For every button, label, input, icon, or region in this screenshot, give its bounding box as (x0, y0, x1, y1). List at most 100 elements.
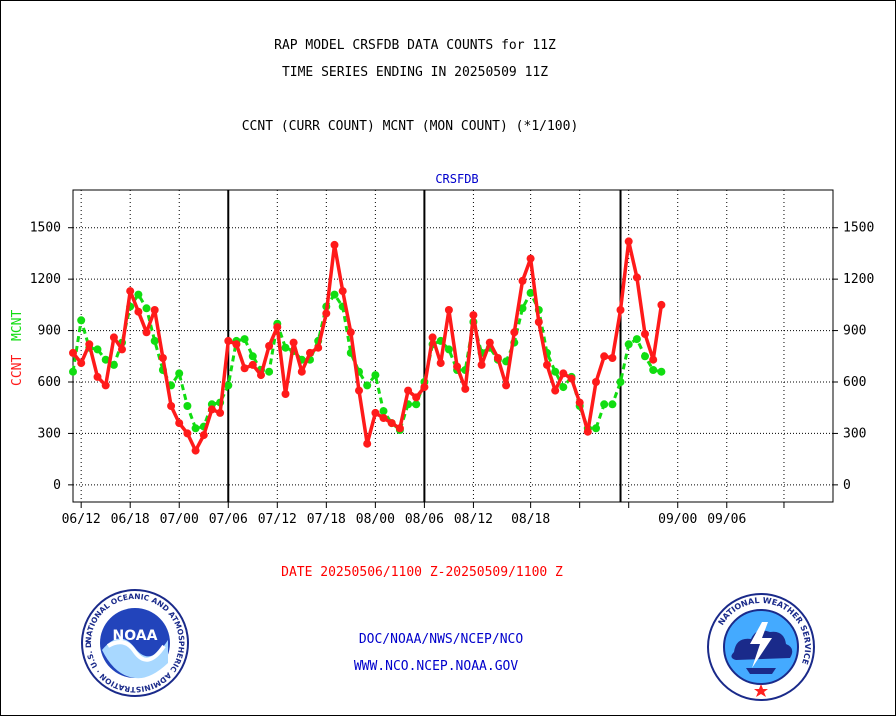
y-tick-label-right: 300 (843, 426, 866, 441)
data-point-ccnt (592, 378, 600, 386)
data-point-ccnt (158, 354, 167, 362)
data-point-ccnt (485, 338, 494, 347)
data-point-ccnt (297, 367, 306, 376)
nws-logo-icon: NATIONAL WEATHER SERVICE (707, 593, 815, 701)
data-point-ccnt (150, 306, 159, 314)
data-point-ccnt (534, 318, 543, 326)
data-point-ccnt (469, 311, 478, 320)
data-point-ccnt (355, 386, 363, 395)
data-point-ccnt (240, 364, 249, 373)
y-axis-label-ccnt: CCNT (10, 355, 25, 386)
data-point-ccnt (502, 381, 511, 390)
y-tick-label-left: 1500 (30, 221, 61, 236)
org-label: DOC/NOAA/NWS/NCEP/NCO (358, 632, 524, 647)
data-point-ccnt (330, 240, 339, 249)
data-point-mcnt (69, 367, 77, 376)
y-tick-label-right: 900 (843, 324, 866, 339)
data-point-mcnt (93, 345, 102, 354)
data-point-ccnt (142, 328, 151, 337)
x-tick-label: 07/06 (209, 512, 248, 527)
data-point-ccnt (624, 237, 633, 246)
data-point-ccnt (657, 300, 666, 309)
data-point-mcnt (412, 400, 421, 409)
data-point-mcnt (224, 381, 233, 390)
data-point-mcnt (101, 355, 110, 364)
data-point-ccnt (248, 360, 257, 369)
data-point-ccnt (583, 427, 592, 436)
data-point-ccnt (379, 414, 388, 422)
data-point-ccnt (395, 424, 404, 433)
data-point-ccnt (493, 354, 502, 362)
data-point-ccnt (641, 330, 649, 338)
y-tick-label-right: 600 (843, 375, 866, 390)
data-point-ccnt (346, 328, 355, 337)
data-point-ccnt (93, 372, 102, 381)
data-point-ccnt (371, 408, 380, 417)
header-line-2: TIME SERIES ENDING IN 20250509 11Z (281, 65, 549, 80)
x-tick-label: 08/00 (356, 512, 395, 527)
data-point-ccnt (510, 328, 519, 337)
data-point-mcnt (641, 352, 649, 361)
data-point-ccnt (109, 333, 118, 342)
data-point-ccnt (306, 348, 314, 357)
data-point-ccnt (281, 390, 290, 398)
data-point-ccnt (444, 306, 453, 314)
x-tick-label: 08/06 (405, 512, 444, 527)
x-tick-label: 08/12 (454, 512, 493, 527)
data-point-mcnt (183, 402, 192, 410)
svg-text:NOAA: NOAA (113, 628, 158, 644)
data-point-ccnt (167, 402, 176, 410)
data-point-ccnt (632, 273, 641, 282)
y-tick-label-right: 0 (843, 478, 851, 493)
data-point-ccnt (175, 419, 184, 428)
data-point-ccnt (191, 446, 200, 455)
data-point-ccnt (273, 323, 282, 332)
data-point-ccnt (265, 342, 274, 350)
data-point-mcnt (150, 336, 159, 345)
data-point-mcnt (109, 360, 118, 369)
x-tick-label: 07/00 (160, 512, 199, 527)
data-point-mcnt (134, 290, 143, 299)
data-point-ccnt (600, 352, 609, 361)
data-point-mcnt (632, 335, 641, 344)
data-point-ccnt (526, 254, 535, 263)
x-tick-label: 07/18 (307, 512, 346, 527)
data-point-mcnt (191, 424, 200, 433)
data-point-ccnt (608, 354, 617, 362)
data-point-ccnt (363, 439, 372, 448)
plot-area (72, 189, 834, 503)
data-point-mcnt (142, 304, 151, 313)
data-point-mcnt (444, 345, 453, 354)
x-tick-label: 09/06 (707, 512, 746, 527)
data-point-mcnt (592, 424, 600, 433)
data-point-ccnt (101, 381, 110, 390)
data-point-ccnt (338, 287, 347, 296)
data-point-ccnt (216, 408, 225, 417)
data-point-mcnt (551, 367, 560, 376)
series-line-ccnt (71, 239, 664, 453)
data-point-ccnt (412, 393, 421, 402)
data-point-mcnt (175, 369, 184, 378)
noaa-logo-icon: NATIONAL OCEANIC AND ATMOSPHERIC ADMINIS… (80, 588, 189, 697)
url-label: WWW.NCO.NCEP.NOAA.GOV (353, 659, 519, 674)
data-point-mcnt (657, 367, 666, 376)
y-tick-label-right: 1500 (843, 221, 874, 236)
data-point-ccnt (126, 287, 135, 296)
data-point-mcnt (330, 290, 339, 299)
data-point-ccnt (575, 398, 584, 407)
data-point-mcnt (600, 400, 609, 409)
data-point-mcnt (616, 378, 625, 386)
data-point-ccnt (567, 374, 576, 383)
data-point-mcnt (518, 304, 527, 313)
data-point-ccnt (314, 343, 323, 352)
data-point-ccnt (289, 338, 298, 347)
data-point-ccnt (134, 307, 143, 316)
data-point-mcnt (240, 335, 249, 344)
data-point-ccnt (436, 359, 445, 368)
data-point-ccnt (428, 333, 437, 342)
data-point-ccnt (420, 383, 429, 392)
data-point-mcnt (363, 381, 372, 390)
data-point-ccnt (404, 386, 413, 395)
data-point-ccnt (199, 431, 208, 440)
